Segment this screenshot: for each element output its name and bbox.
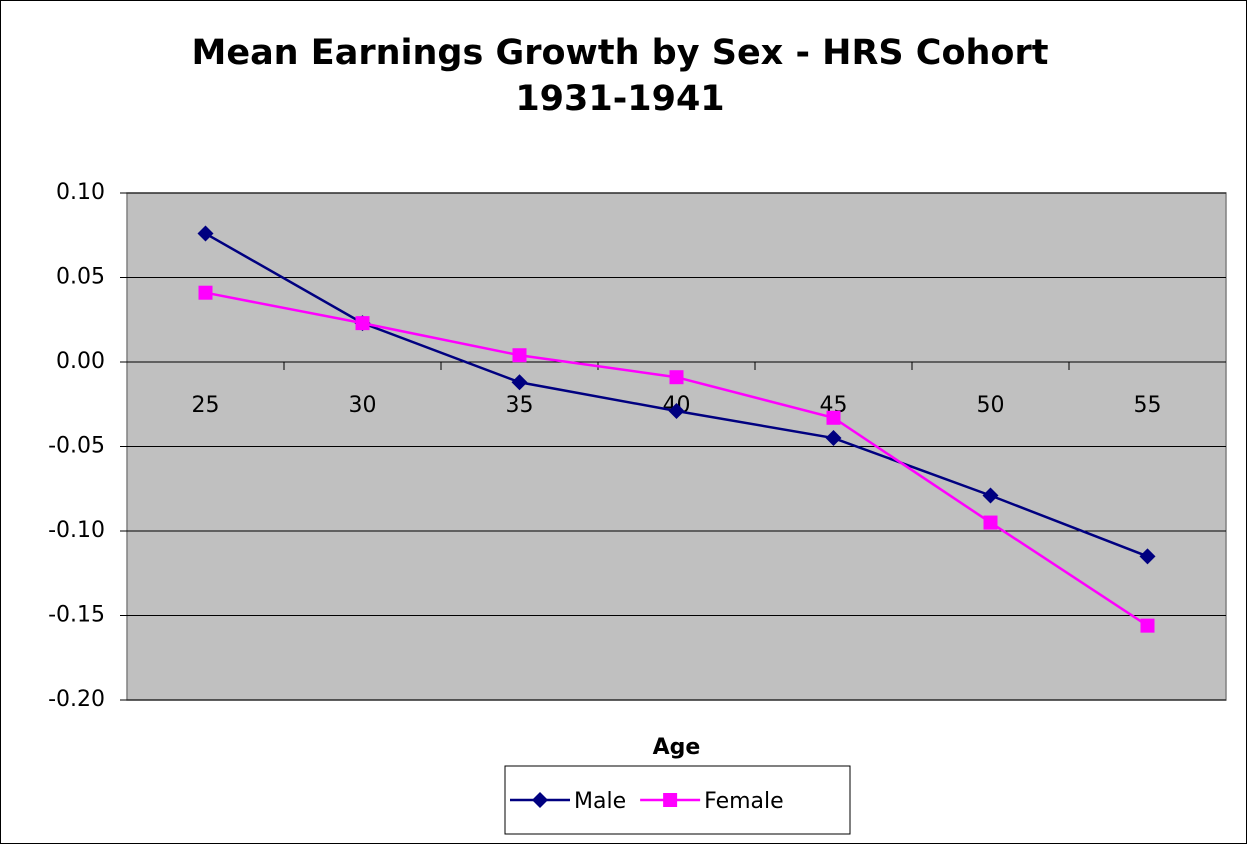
x-tick-label: 30 [349, 393, 377, 418]
x-tick-label: 25 [192, 393, 220, 418]
marker [825, 430, 842, 447]
x-tick-label: 35 [506, 393, 534, 418]
marker [198, 285, 213, 300]
y-tick-label: 0.10 [56, 180, 105, 205]
marker [983, 515, 998, 530]
y-tick-label: 0.00 [56, 349, 105, 374]
legend-marker [532, 792, 548, 808]
x-tick-label: 55 [1134, 393, 1162, 418]
marker [1140, 618, 1155, 633]
y-tick-label: -0.20 [48, 687, 105, 712]
marker [669, 370, 684, 385]
x-axis-label: Age [653, 735, 701, 760]
marker [826, 410, 841, 425]
marker [355, 316, 370, 331]
legend-marker [663, 793, 678, 807]
marker [511, 374, 528, 391]
y-tick-label: -0.10 [48, 518, 105, 543]
marker [512, 348, 527, 363]
marker [668, 403, 685, 420]
chart-title: Mean Earnings Growth by Sex - HRS Cohort… [191, 33, 1049, 119]
marker [1139, 548, 1156, 565]
marker [982, 487, 999, 504]
legend-label: Male [574, 789, 626, 814]
marker [197, 225, 214, 242]
y-tick-label: 0.05 [56, 265, 105, 290]
legend-label: Female [704, 789, 784, 814]
y-tick-label: -0.15 [48, 603, 105, 628]
x-tick-label: 50 [977, 393, 1005, 418]
y-tick-label: -0.05 [48, 434, 105, 459]
